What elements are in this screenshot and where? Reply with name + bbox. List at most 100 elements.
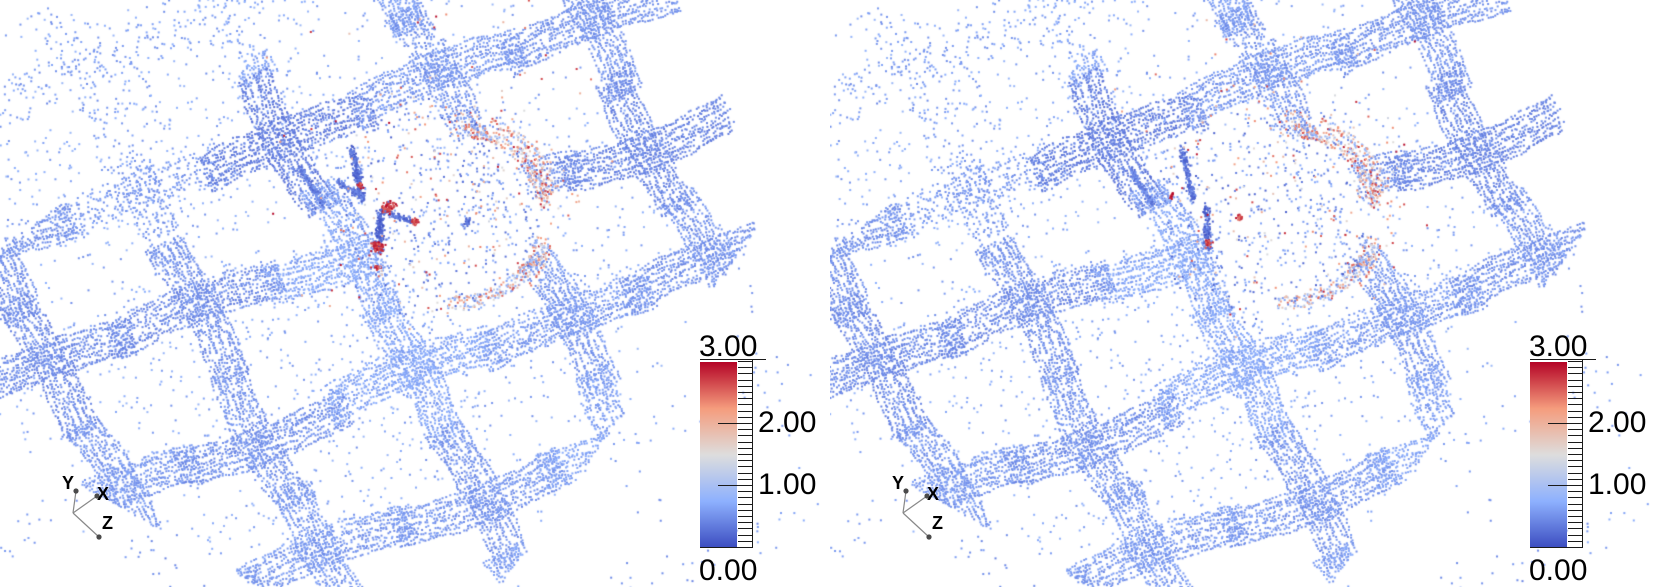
- colorbar-minor-tick: [1568, 497, 1582, 499]
- colorbar-minor-tick: [1568, 509, 1582, 511]
- colorbar-minor-tick: [738, 404, 752, 406]
- x-arrowhead-icon: [924, 493, 930, 499]
- colorbar-minor-tick: [1568, 522, 1582, 524]
- z-arrowhead-icon: [926, 534, 932, 540]
- colorbar-minor-tick: [1568, 398, 1582, 400]
- colorbar-minor-tick: [1568, 491, 1582, 493]
- colorbar-minor-tick: [1568, 528, 1582, 530]
- colorbar-minor-tick: [1568, 447, 1582, 449]
- y-axis-label: Y: [892, 473, 905, 493]
- z-axis-label: Z: [932, 513, 943, 533]
- colorbar-minor-tick: [738, 491, 752, 493]
- colorbar-minor-tick: [1568, 441, 1582, 443]
- orientation-axes-widget: Y X Z: [870, 468, 980, 558]
- colorbar-minor-tick: [1568, 516, 1582, 517]
- colorbar-minor-tick: [1568, 416, 1582, 418]
- colorbar-minor-tick: [738, 503, 752, 505]
- colorbar-minor-tick: [1568, 385, 1582, 387]
- colorbar-minor-tick: [738, 509, 752, 511]
- axes-arrows: [72, 488, 102, 540]
- render-view-right: 3.00 2.00 1.00 0.00 Y X Z: [830, 0, 1660, 587]
- colorbar-minor-tick: [738, 472, 752, 474]
- colorbar-tick-label-1: 1.00: [758, 468, 817, 501]
- colorbar-minor-tick: [1568, 478, 1582, 480]
- colorbar[interactable]: 3.00 2.00 1.00 0.00: [1529, 330, 1660, 587]
- z-arrowhead-icon: [96, 534, 102, 540]
- colorbar-axis-line: [1582, 360, 1583, 548]
- colorbar-major-tick: [700, 547, 753, 548]
- colorbar-minor-tick: [738, 540, 752, 542]
- colorbar-major-tick: [700, 359, 766, 360]
- colorbar-minor-tick: [738, 528, 752, 530]
- colorbar-minor-tick: [738, 361, 752, 362]
- colorbar-minor-tick: [738, 534, 752, 536]
- colorbar-min-label: 0.00: [1529, 554, 1588, 587]
- colorbar-ticks: [1530, 330, 1660, 587]
- pointcloud-canvas-right[interactable]: [830, 0, 1660, 587]
- colorbar-minor-tick: [1568, 367, 1582, 369]
- colorbar-minor-tick: [1568, 379, 1582, 381]
- colorbar-minor-tick: [738, 441, 752, 443]
- colorbar-minor-tick: [1568, 361, 1582, 362]
- colorbar-minor-tick: [1568, 429, 1582, 431]
- pointcloud-canvas-left[interactable]: [0, 0, 830, 587]
- colorbar-minor-tick: [738, 410, 752, 412]
- colorbar-minor-tick: [1568, 534, 1582, 536]
- x-axis-arrow: [902, 495, 928, 514]
- colorbar-min-label: 0.00: [699, 554, 758, 587]
- colorbar-minor-tick: [1568, 373, 1582, 375]
- colorbar-minor-tick: [738, 385, 752, 387]
- colorbar-minor-tick: [1568, 392, 1582, 393]
- colorbar-minor-tick: [1568, 472, 1582, 474]
- colorbar-tick-label-1: 1.00: [1588, 468, 1647, 501]
- colorbar-gradient: [1530, 362, 1567, 548]
- y-arrowhead-icon: [73, 488, 79, 494]
- y-axis-arrow: [902, 490, 907, 514]
- colorbar-minor-tick: [738, 379, 752, 381]
- colorbar-minor-tick: [1568, 410, 1582, 412]
- colorbar[interactable]: 3.00 2.00 1.00 0.00: [699, 330, 830, 587]
- colorbar-minor-tick: [738, 460, 752, 462]
- colorbar-max-label: 3.00: [699, 330, 758, 363]
- colorbar-minor-tick: [1568, 404, 1582, 406]
- colorbar-tick-label-2: 2.00: [1588, 406, 1647, 439]
- colorbar-minor-tick: [1568, 460, 1582, 462]
- colorbar-minor-tick: [738, 516, 752, 517]
- colorbar-max-label: 3.00: [1529, 330, 1588, 363]
- colorbar-minor-tick: [738, 392, 752, 393]
- x-arrowhead-icon: [94, 493, 100, 499]
- colorbar-major-tick: [1530, 359, 1596, 360]
- colorbar-major-tick: [1530, 547, 1583, 548]
- colorbar-ticks: [700, 330, 830, 587]
- colorbar-minor-tick: [1568, 454, 1582, 455]
- colorbar-minor-tick: [738, 522, 752, 524]
- colorbar-major-tick: [1548, 485, 1583, 486]
- x-axis-label: X: [97, 484, 110, 504]
- colorbar-minor-tick: [1568, 435, 1582, 437]
- colorbar-minor-tick: [738, 398, 752, 400]
- colorbar-minor-tick: [738, 447, 752, 449]
- axes-arrows: [902, 488, 932, 540]
- colorbar-minor-tick: [1568, 540, 1582, 542]
- colorbar-axis-line: [752, 360, 753, 548]
- colorbar-minor-tick: [738, 478, 752, 480]
- z-axis-arrow: [902, 512, 930, 538]
- colorbar-minor-tick: [738, 429, 752, 431]
- colorbar-gradient: [700, 362, 737, 548]
- x-axis-arrow: [72, 495, 98, 514]
- colorbar-minor-tick: [738, 373, 752, 375]
- z-axis-label: Z: [102, 513, 113, 533]
- x-axis-label: X: [927, 484, 940, 504]
- colorbar-major-tick: [718, 423, 753, 424]
- colorbar-minor-tick: [738, 416, 752, 418]
- colorbar-major-tick: [1548, 423, 1583, 424]
- orientation-axes-widget: Y X Z: [40, 468, 150, 558]
- colorbar-minor-tick: [738, 466, 752, 468]
- colorbar-major-tick: [718, 485, 753, 486]
- colorbar-minor-tick: [738, 454, 752, 455]
- colorbar-minor-tick: [738, 367, 752, 369]
- y-arrowhead-icon: [903, 488, 909, 494]
- colorbar-tick-label-2: 2.00: [758, 406, 817, 439]
- y-axis-label: Y: [62, 473, 75, 493]
- colorbar-minor-tick: [738, 497, 752, 499]
